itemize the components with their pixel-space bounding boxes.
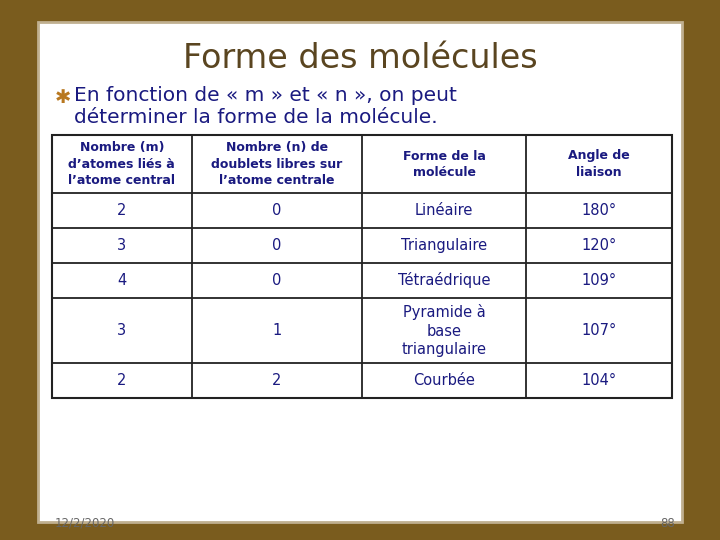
- Text: 2: 2: [117, 373, 127, 388]
- Text: 0: 0: [272, 238, 282, 253]
- Text: 2: 2: [272, 373, 282, 388]
- Text: Triangulaire: Triangulaire: [401, 238, 487, 253]
- Text: 3: 3: [117, 238, 126, 253]
- Text: En fonction de « m » et « n », on peut: En fonction de « m » et « n », on peut: [74, 86, 457, 105]
- Text: 120°: 120°: [582, 238, 617, 253]
- Bar: [52, 135, 672, 398]
- Text: 107°: 107°: [582, 323, 617, 338]
- Text: ✱: ✱: [55, 88, 71, 107]
- Text: 180°: 180°: [582, 203, 617, 218]
- Text: Nombre (m)
d’atomes liés à
l’atome central: Nombre (m) d’atomes liés à l’atome centr…: [68, 141, 175, 186]
- Text: Forme de la
molécule: Forme de la molécule: [402, 150, 485, 179]
- Text: Courbée: Courbée: [413, 373, 475, 388]
- Text: 1: 1: [272, 323, 282, 338]
- Text: Forme des molécules: Forme des molécules: [183, 42, 537, 75]
- Bar: [38, 22, 682, 522]
- Text: 12/2/2020: 12/2/2020: [55, 517, 115, 530]
- Text: 88: 88: [660, 517, 675, 530]
- Text: Tétraédrique: Tétraédrique: [398, 273, 490, 288]
- Text: Angle de
liaison: Angle de liaison: [568, 150, 630, 179]
- Text: 4: 4: [117, 273, 127, 288]
- Text: 104°: 104°: [582, 373, 617, 388]
- Text: 3: 3: [117, 323, 126, 338]
- Text: 0: 0: [272, 273, 282, 288]
- Text: déterminer la forme de la molécule.: déterminer la forme de la molécule.: [74, 108, 438, 127]
- Text: Pyramide à
base
triangulaire: Pyramide à base triangulaire: [402, 304, 487, 357]
- Text: 0: 0: [272, 203, 282, 218]
- Text: Nombre (n) de
doublets libres sur
l’atome centrale: Nombre (n) de doublets libres sur l’atom…: [211, 141, 343, 186]
- Text: 2: 2: [117, 203, 127, 218]
- Text: Linéaire: Linéaire: [415, 203, 473, 218]
- Text: 109°: 109°: [582, 273, 617, 288]
